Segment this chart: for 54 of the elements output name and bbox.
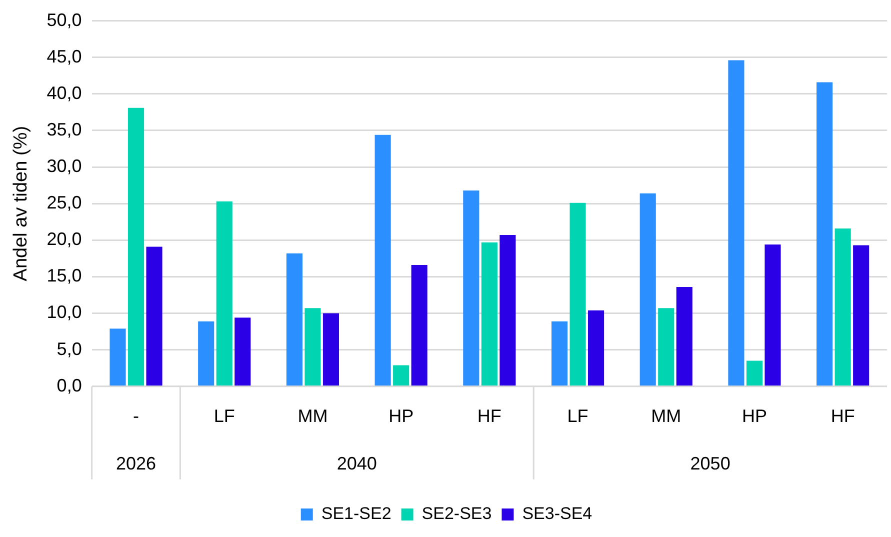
y-tick-label: 10,0: [46, 302, 82, 322]
bar: [322, 313, 340, 386]
bar: [764, 244, 781, 386]
bar: [128, 108, 144, 386]
bar: [304, 308, 321, 386]
bar: [588, 310, 604, 386]
bar: [658, 308, 674, 386]
legend-label: SE2-SE3: [422, 504, 492, 524]
x-tick-label: LF: [567, 406, 588, 426]
bar: [216, 201, 232, 386]
bar: [411, 265, 428, 386]
y-tick-label: 45,0: [46, 46, 82, 66]
text: 2050: [690, 453, 730, 474]
bar: [374, 134, 391, 386]
bar: [676, 286, 692, 386]
y-tick-label: 0,0: [56, 375, 82, 396]
bar: [816, 82, 833, 386]
bar: [640, 193, 656, 386]
y-tick-label: 15,0: [46, 266, 82, 286]
legend-label: SE1-SE2: [321, 504, 392, 524]
legend-label: SE3-SE4: [522, 504, 592, 524]
y-tick-label: 25,0: [46, 192, 82, 213]
x-tick-label: MM: [651, 406, 682, 426]
x-tick-label: HF: [477, 406, 502, 426]
bar: [393, 365, 410, 386]
bar: [746, 360, 763, 386]
text: 2026: [116, 453, 156, 474]
bar: [853, 245, 870, 386]
x-tick-label: LF: [214, 406, 235, 426]
bar: [570, 202, 586, 386]
bar: [728, 60, 744, 386]
bar: [286, 253, 302, 386]
x-tick-label: -: [133, 406, 140, 426]
y-tick-label: 5,0: [56, 338, 82, 359]
y-tick-label: 50,0: [46, 10, 82, 30]
x-tick-label: HF: [830, 406, 855, 426]
bar: [463, 190, 480, 386]
y-tick-label: 35,0: [46, 119, 82, 140]
bar: [481, 242, 498, 386]
bar: [551, 321, 568, 386]
y-axis-title: Andel av tiden (%): [10, 126, 32, 282]
bar: [234, 318, 251, 386]
bar: [500, 235, 516, 386]
bar: [110, 328, 126, 386]
x-tick-label: HP: [388, 406, 414, 426]
y-tick-label: 20,0: [46, 229, 82, 250]
y-tick-label: 30,0: [46, 156, 82, 176]
bar: [146, 246, 162, 386]
bar: [198, 321, 214, 386]
y-tick-label: 40,0: [46, 82, 82, 103]
bar: [834, 228, 851, 386]
text: 2040: [336, 453, 377, 474]
x-tick-label: HP: [742, 406, 767, 426]
x-tick-label: MM: [298, 406, 328, 426]
